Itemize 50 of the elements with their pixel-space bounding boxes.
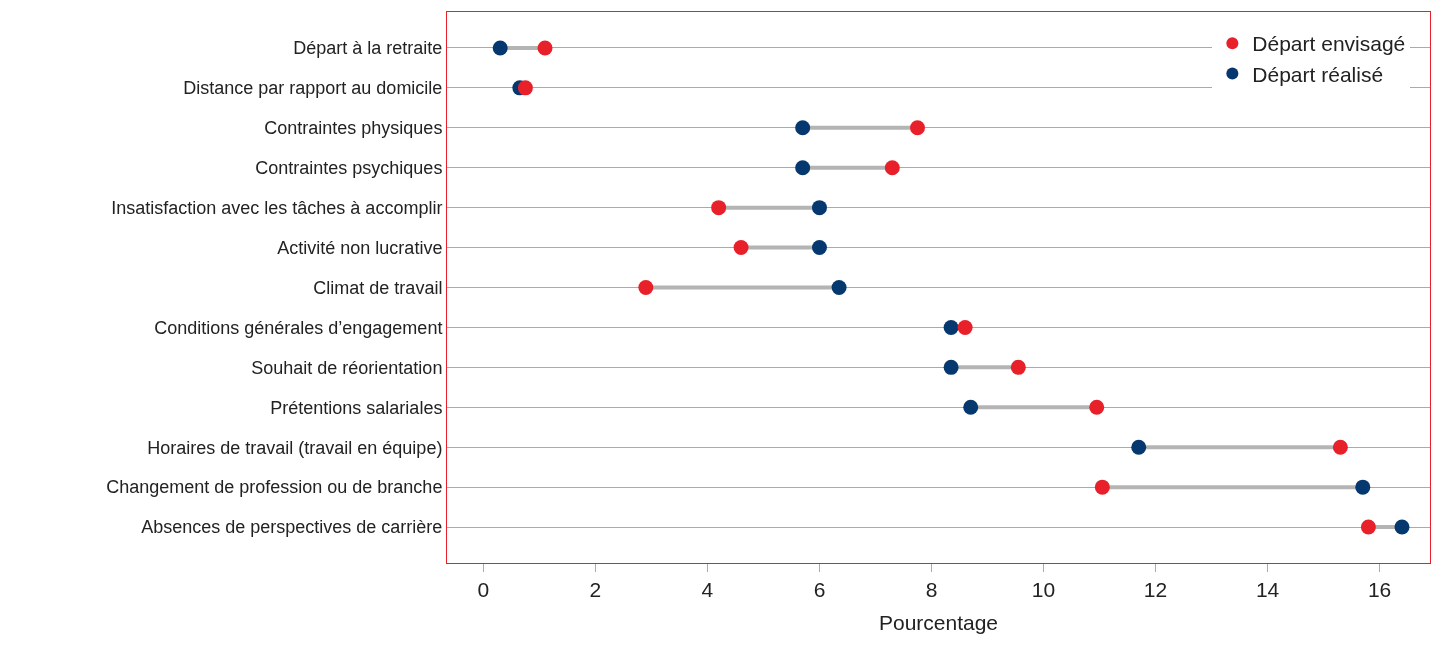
y-tick-label: Prétentions salariales [270,397,443,418]
x-tick-label: 0 [477,578,490,602]
point [733,240,749,256]
legend-label: Départ réalisé [1252,62,1384,86]
x-axis-title: Pourcentage [878,611,999,635]
y-tick-label: Horaires de travail (travail en équipe) [147,437,443,458]
y-tick-label: Départ à la retraite [293,38,443,59]
y-tick-label: Insatisfaction avec les tâches à accomplir [111,197,443,218]
point [943,319,959,335]
point [811,240,827,256]
point [910,120,925,136]
point [811,200,827,216]
point [1394,519,1410,535]
x-tick-label: 2 [589,578,602,602]
point [795,160,811,176]
x-tick-label: 4 [701,578,714,602]
point [1089,399,1105,415]
y-tick-label: Souhait de réorientation [251,357,443,378]
point [492,40,508,56]
y-tick-label: Absences de perspectives de carrière [141,517,443,538]
point [1094,479,1110,495]
point [1131,439,1147,455]
point [1010,359,1026,375]
y-tick-label: Contraintes physiques [264,118,443,139]
y-tick-label: Climat de travail [313,277,443,298]
y-tick-label: Changement de profession ou de branche [106,477,443,498]
legend-label: Départ envisagé [1252,32,1406,56]
y-tick-label: Activité non lucrative [277,237,443,258]
point [638,280,654,295]
point [1332,439,1348,455]
point [831,280,847,295]
point [711,200,727,216]
point [1360,519,1376,535]
point [537,40,553,56]
point [517,80,533,96]
y-tick-label: Conditions générales d’engagement [154,317,443,338]
x-tick-label: 16 [1367,578,1392,602]
point [963,399,979,415]
y-tick-label: Contraintes psychiques [255,158,443,179]
x-tick-label: 12 [1143,578,1168,602]
point [957,319,973,335]
x-tick-label: 14 [1255,578,1280,602]
x-tick-label: 8 [925,578,938,602]
y-tick-label: Distance par rapport au domicile [183,78,443,99]
point [1355,479,1371,495]
x-tick-label: 6 [813,578,826,602]
point [943,359,959,375]
point [795,120,811,136]
point [884,160,900,176]
x-tick-label: 10 [1031,578,1056,602]
